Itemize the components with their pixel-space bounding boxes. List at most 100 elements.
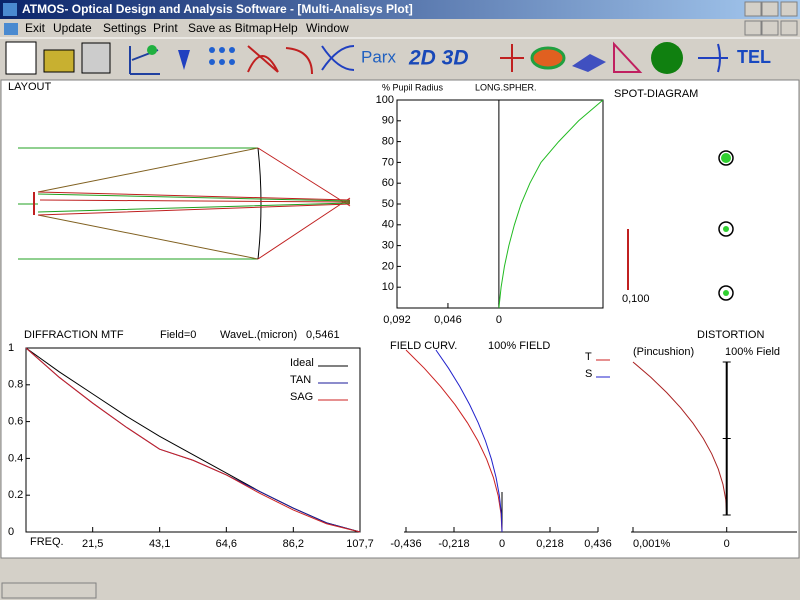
layout-panel: LAYOUT [8,81,351,260]
title-bar [0,0,800,19]
chart: -0,436 -0,218 0 0,218 0,436 TS FIELD CURV. 100%… [390,340,612,550]
tool-spot[interactable] [147,45,157,55]
chart-label: 0,5461 [306,329,340,341]
chart-label: DIFFRACTION MTF [24,329,124,341]
tool-parx[interactable]: Parx [361,47,396,66]
y-tick-label: 60 [382,177,394,189]
chart-label: (Pincushion) [633,346,694,358]
child-minimize[interactable] [744,20,762,36]
y-tick-label: 0.4 [8,452,23,464]
series-line [435,349,503,533]
plot-frame [25,347,361,533]
tool-new[interactable] [5,41,37,75]
tool-2d3d[interactable]: 2D 3D [408,47,469,70]
tool-lens[interactable] [698,43,728,73]
menu-item[interactable]: Update [53,21,92,35]
y-tick-label: 80 [382,136,394,148]
tool-tel[interactable]: TEL [737,47,771,67]
tool-3d[interactable] [572,54,606,72]
y-tick-label: 1 [8,342,14,354]
chart-label: WaveL.(micron) [220,329,297,341]
maximize[interactable] [761,1,779,17]
tool-curv[interactable] [285,47,313,75]
chart: 0,092 0,046 0 10 20 30 40 50 60 70 80 90 100 LONG.SPH… [376,82,604,326]
title-buttons [744,1,798,36]
child-close[interactable] [780,20,798,36]
y-tick-label: 0.8 [8,379,23,391]
tool-psf[interactable] [651,42,683,74]
menu-bar: Exit Update Settings Print Save as Bitmap Hel… [4,21,349,35]
x-tick-label: -0,218 [438,538,469,550]
series-line [25,347,361,533]
tool-dots[interactable] [209,47,235,65]
toolbar: Parx 2D 3D TEL [5,41,771,75]
y-tick-label: 100 [376,94,394,106]
y-tick-label: 0.6 [8,416,23,428]
y-tick-label: 20 [382,260,394,272]
x-tick-label: 0 [724,538,730,550]
close[interactable] [780,1,798,17]
legend-label: SAG [290,391,313,403]
series-line [498,99,604,309]
tool-enc[interactable] [613,41,643,73]
status-pane [1,582,97,599]
scale-label: 0,100 [622,293,650,305]
chart-label: FIELD CURV. [390,340,457,352]
legend-label: TAN [290,374,311,386]
x-tick-label: 0 [496,314,502,326]
chart-label: LONG.SPHER. [475,82,537,92]
y-tick-label: 90 [382,115,394,127]
chart-label: % Pupil Radius [382,82,444,92]
tool-mtf[interactable] [247,45,279,73]
menu-item[interactable]: Save as Bitmap [188,21,272,35]
tool-dist[interactable] [321,45,355,71]
series-line [405,349,503,533]
y-tick-label: 70 [382,156,394,168]
chart-label: Field=0 [160,329,196,341]
chart-label: 100% Field [725,346,780,358]
x-tick-label: 107,7 [346,538,374,550]
menu-item[interactable]: Exit [25,21,46,35]
minimize[interactable] [744,1,762,17]
x-tick-label: 43,1 [149,538,170,550]
series-line [632,361,728,516]
legend-label: T [585,351,592,363]
y-tick-label: 10 [382,281,394,293]
chart-label: DISTORTION [697,329,764,341]
tool-open[interactable] [43,49,75,73]
spots [718,150,734,301]
x-tick-label: 0,436 [584,538,612,550]
layout-title: LAYOUT [8,81,51,93]
app-icon [3,3,17,16]
layout-drawing [18,147,351,260]
x-tick-label: 0,046 [434,314,462,326]
menu-item[interactable]: Print [153,21,178,35]
y-tick-label: 0.2 [8,489,23,501]
menu-icon [4,23,18,35]
x-tick-label: 0,092 [383,314,411,326]
menu-item[interactable]: Help [273,21,298,35]
x-tick-label: 0,001% [633,538,671,550]
menu-item[interactable]: Settings [103,21,146,35]
y-tick-label: 40 [382,219,394,231]
y-tick-label: 0 [8,526,14,538]
tool-ray[interactable] [500,44,524,72]
chart: 21,5 43,1 64,6 86,2 107,7 0 0.2 0.4 0.6 0.8 1 Ideal… [8,329,374,550]
legend-label: S [585,368,592,380]
legend-label: Ideal [290,357,314,369]
tool-map[interactable] [530,46,566,70]
spot-title: SPOT-DIAGRAM [614,88,698,100]
tool-save[interactable] [81,42,111,74]
y-tick-label: 30 [382,240,394,252]
child-restore[interactable] [761,20,779,36]
chart-label: FREQ. [30,536,64,548]
chart: 0,001% 0 DISTORTION(Pincushion) 100% Field [631,329,797,550]
x-tick-label: -0,436 [390,538,421,550]
tool-spot2[interactable] [178,50,190,70]
x-tick-label: 0,218 [536,538,564,550]
menu-item[interactable]: Window [306,21,349,35]
x-tick-label: 21,5 [82,538,103,550]
plot-area [0,79,800,559]
